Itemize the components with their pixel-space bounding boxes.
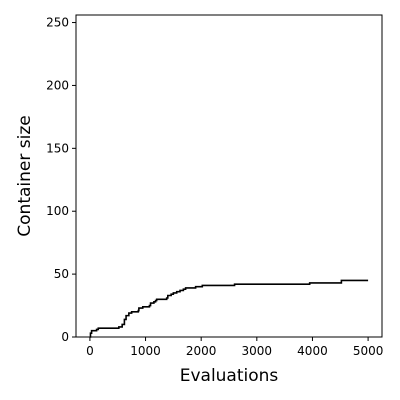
series-line-0: [89, 279, 369, 338]
x-tick-label: 2000: [186, 344, 217, 358]
y-tick-label: 250: [46, 16, 69, 30]
x-tick-label: 1000: [130, 344, 161, 358]
x-tick-label: 0: [86, 344, 94, 358]
x-tick-label: 3000: [242, 344, 273, 358]
plot-area: [75, 14, 383, 338]
y-tick-label: 200: [46, 78, 69, 92]
x-axis-ticks: 0 1000 2000 3000 4000 5000: [86, 337, 383, 358]
x-tick-label: 4000: [297, 344, 328, 358]
y-axis-label: Container size: [15, 115, 35, 236]
y-tick-label: 100: [46, 204, 69, 218]
x-axis-label: Evaluations: [180, 366, 279, 386]
x-tick-label: 5000: [353, 344, 384, 358]
y-axis-ticks: 0 50 100 150 200 250: [46, 16, 76, 344]
y-tick-label: 150: [46, 141, 69, 155]
y-tick-label: 0: [61, 330, 69, 344]
y-tick-label: 50: [54, 267, 69, 281]
plot-frame: [75, 14, 383, 338]
